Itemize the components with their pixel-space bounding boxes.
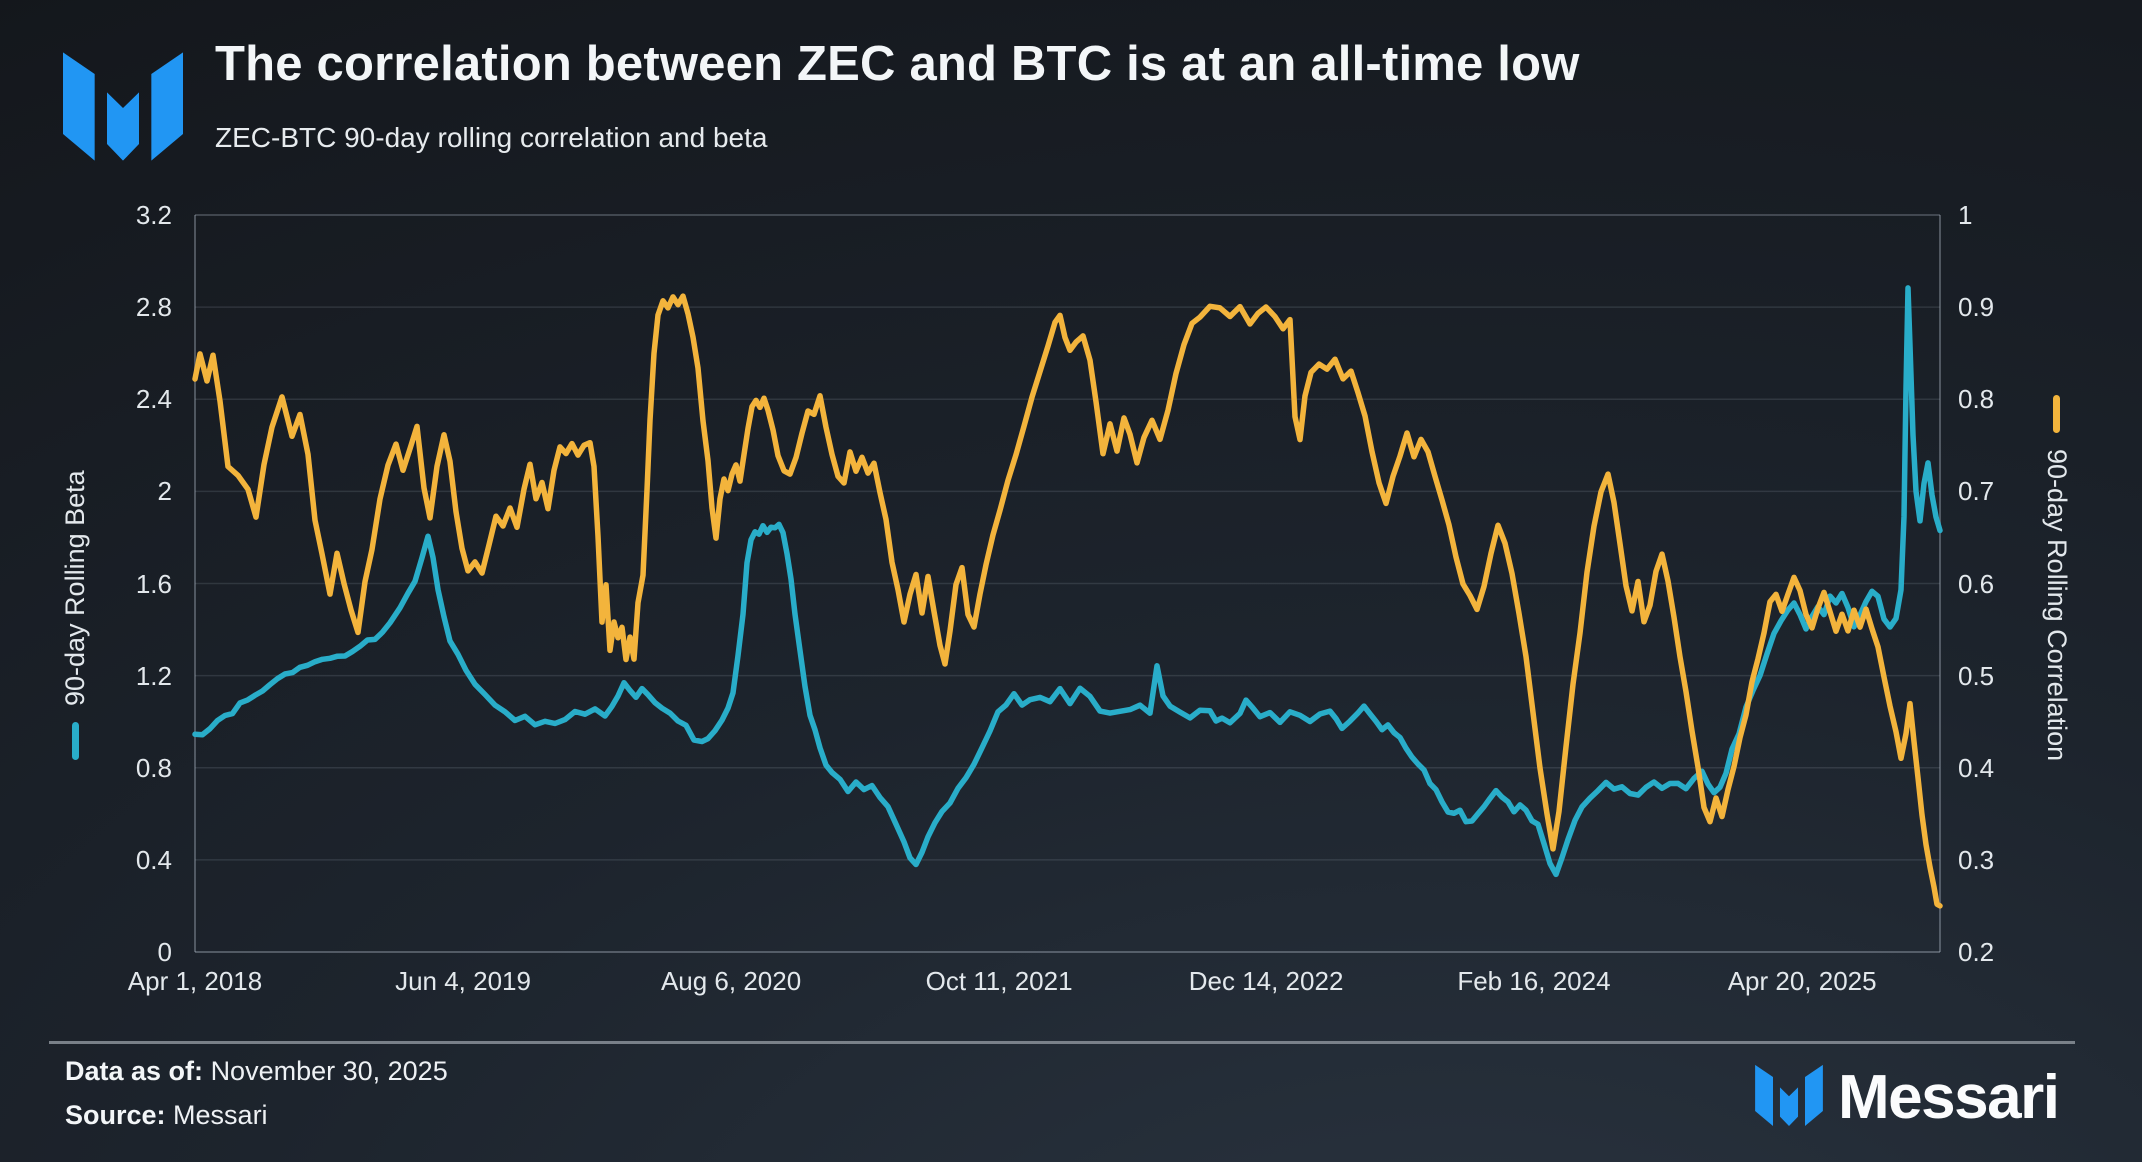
- source-label: Source:: [65, 1100, 166, 1130]
- y-axis-left-label: 90-day Rolling Beta: [60, 470, 90, 706]
- data-as-of-label: Data as of:: [65, 1056, 204, 1086]
- y-right-tick: 1: [1958, 200, 1973, 230]
- y-right-tick: 0.2: [1958, 937, 1995, 967]
- x-tick: Oct 11, 2021: [925, 966, 1073, 996]
- x-tick: Apr 1, 2018: [127, 966, 263, 996]
- y-left-tick: 2.8: [135, 292, 172, 323]
- x-tick: Apr 20, 2025: [1727, 966, 1877, 996]
- page-title: The correlation between ZEC and BTC is a…: [215, 37, 1580, 91]
- y-left-tick: 0.8: [135, 752, 172, 783]
- y-right-tick: 0.4: [1958, 752, 1995, 783]
- y-left-tick: 3.2: [135, 200, 172, 230]
- x-tick: Dec 14, 2022: [1188, 966, 1344, 996]
- source-line: Source: Messari: [65, 1100, 268, 1131]
- correlation-series-line: [192, 293, 1943, 909]
- messari-logo-icon: [63, 52, 183, 161]
- x-tick: Jun 4, 2019: [395, 966, 531, 996]
- y-axis-right-title: 90-day Rolling Correlation: [2041, 395, 2072, 761]
- y-right-tick: 0.9: [1958, 292, 1995, 323]
- y-left-tick: 2: [157, 476, 172, 507]
- y-right-tick: 0.7: [1958, 476, 1995, 507]
- footer-divider: [49, 1041, 2075, 1044]
- messari-logo-icon: [1755, 1064, 1823, 1126]
- page-subtitle: ZEC-BTC 90-day rolling correlation and b…: [215, 122, 768, 153]
- y-axis-right-label: 90-day Rolling Correlation: [2042, 449, 2072, 762]
- y-left-tick: 0.4: [135, 844, 172, 875]
- correlation-legend-dash-icon: [2053, 395, 2060, 433]
- x-tick: Feb 16, 2024: [1457, 966, 1611, 996]
- data-as-of-line: Data as of: November 30, 2025: [65, 1056, 448, 1087]
- y-left-tick: 1.2: [135, 660, 172, 691]
- y-left-tick: 2.4: [135, 384, 172, 415]
- y-axis-left-title: 90-day Rolling Beta: [60, 470, 91, 760]
- source-value: Messari: [173, 1100, 268, 1130]
- x-tick: Aug 6, 2020: [660, 966, 802, 996]
- messari-wordmark: Messari: [1838, 1063, 2060, 1132]
- y-left-tick: 1.6: [135, 568, 172, 599]
- data-as-of-value: November 30, 2025: [210, 1056, 448, 1086]
- beta-series-line: [192, 285, 1943, 878]
- y-right-tick: 0.5: [1958, 660, 1995, 691]
- y-right-tick: 0.3: [1958, 844, 1995, 875]
- beta-legend-dash-icon: [72, 722, 79, 760]
- y-right-tick: 0.6: [1958, 568, 1995, 599]
- y-right-tick: 0.8: [1958, 384, 1995, 415]
- y-left-tick: 0: [157, 937, 172, 967]
